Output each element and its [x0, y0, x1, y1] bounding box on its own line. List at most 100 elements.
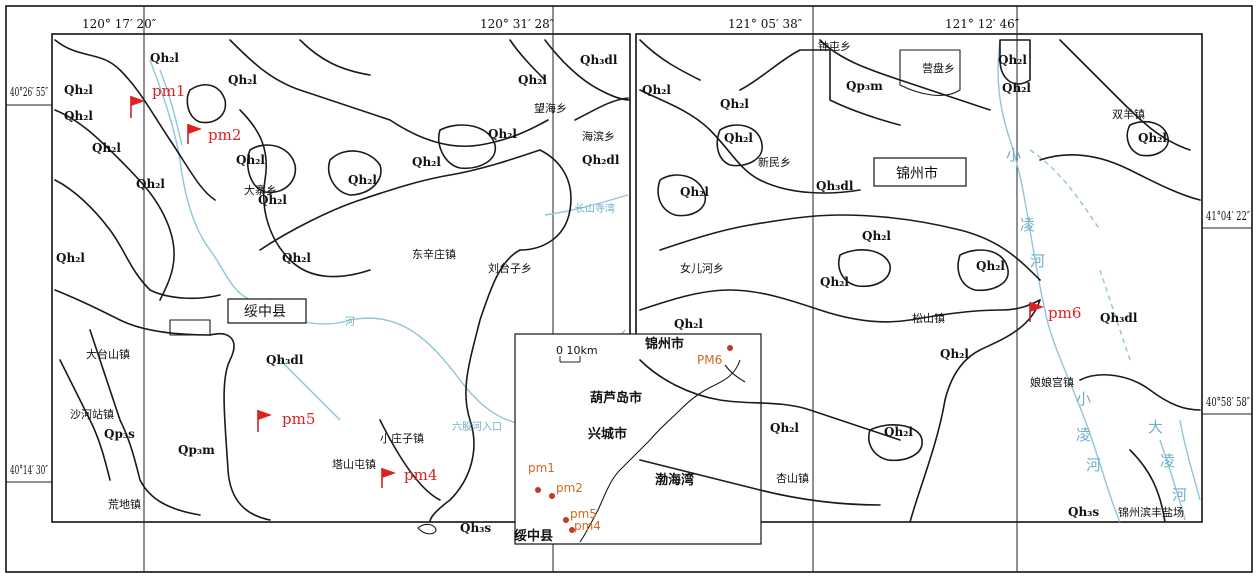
unit-label: Qh₂l [228, 73, 257, 87]
boundary-16 [379, 419, 441, 501]
unit-label: Qh₂l [56, 251, 85, 265]
unit-label: Qh₂l [348, 173, 377, 187]
boundary-r8 [639, 359, 901, 441]
svg-text:pm1: pm1 [152, 82, 185, 100]
river-dash-2 [1099, 269, 1131, 361]
right-panel-frame [635, 33, 1203, 523]
place-label: 沙河站镇 [70, 407, 114, 421]
boundary-10 [259, 149, 541, 251]
place-label: 钟屯乡 [818, 39, 851, 53]
polygon-r8 [899, 49, 961, 96]
place-label: 双羊镇 [1112, 107, 1145, 121]
boundary-r13 [1129, 449, 1166, 523]
place-label: 娘娘宫镇 [1030, 375, 1074, 389]
unit-label: Qh₂l [488, 127, 517, 141]
river-daling-2 [1159, 439, 1186, 521]
river-dash-1 [1029, 149, 1101, 231]
unit-label: Qh₂l [998, 53, 1027, 67]
polygon-1 [328, 150, 382, 196]
place-label: 营盘乡 [922, 61, 955, 75]
unit-label: Qh₂l [1138, 131, 1167, 145]
boundary-r10 [1059, 39, 1191, 151]
boundary-r11 [1039, 154, 1201, 201]
river-upper [159, 69, 183, 146]
polygon-r2 [716, 124, 763, 167]
river-daling [1179, 419, 1201, 501]
unit-label: Qh₃dl [1100, 311, 1138, 325]
unit-label: Qp₃m [178, 443, 215, 457]
boundary-14 [544, 39, 631, 101]
sample-pm1: pm1 [130, 82, 185, 118]
polygon-r5 [1126, 121, 1169, 157]
polygon-r6 [868, 424, 923, 462]
unit-label: Qh₂l [820, 275, 849, 289]
inset-label: 兴城市 [588, 426, 627, 442]
polygon-6 [417, 523, 437, 535]
suizhong-box [227, 298, 307, 324]
boundary-r7 [909, 299, 1041, 523]
inset-label: 绥中县 [514, 528, 553, 544]
inset-coastline [579, 359, 741, 543]
coord-left-2: 40°14′ 30″ [10, 463, 48, 477]
polygon-r1 [657, 174, 706, 217]
unit-label: Qh₂dl [582, 153, 620, 167]
svg-text:pm6: pm6 [1048, 304, 1081, 322]
unit-label: Qh₂l [674, 317, 703, 331]
inset-sample: pm4 [574, 519, 601, 533]
place-label: 长山寺湾 [575, 202, 615, 215]
unit-label: Qh₂l [518, 73, 547, 87]
unit-label: Qh₂l [770, 421, 799, 435]
unit-label: Qh₂l [1002, 81, 1031, 95]
river-char: 河 [1086, 456, 1101, 474]
boundary-r5 [659, 214, 1041, 281]
place-label: 望海乡 [534, 101, 567, 115]
boundary-r9 [639, 459, 881, 506]
suizhong-label: 绥中县 [244, 304, 286, 320]
unit-label: Qh₂l [92, 141, 121, 155]
place-label: 大寨乡 [244, 183, 277, 197]
sample-pm5: pm5 [257, 410, 315, 432]
river-char: 小 [1076, 390, 1091, 408]
inset-dot [535, 487, 541, 493]
coord-top-1: 120° 17′ 20″ [82, 17, 157, 31]
boundary-6 [239, 109, 371, 278]
polygon-5 [169, 319, 211, 336]
polygon-r7 [999, 39, 1031, 85]
river-char: 河 [1030, 252, 1045, 270]
boundary-r2 [639, 39, 701, 81]
polygon-2 [438, 124, 496, 170]
unit-label: Qh₂l [642, 83, 671, 97]
inset-frame [514, 333, 762, 545]
svg-text:pm2: pm2 [208, 126, 241, 144]
place-label: 新民乡 [758, 155, 791, 169]
unit-label: Qh₂l [680, 185, 709, 199]
unit-label: Qh₃dl [816, 179, 854, 193]
unit-label: Qh₂l [412, 155, 441, 169]
unit-label: Qh₂l [884, 425, 913, 439]
coord-left-1: 40°26′ 55″ [10, 85, 48, 99]
inset-label: 渤海湾 [655, 472, 694, 488]
place-label: 六股河入口 [452, 421, 502, 433]
unit-label: Qp₃m [846, 79, 883, 93]
inset-sample: pm2 [556, 481, 583, 495]
place-label: 海滨乡 [582, 129, 615, 143]
unit-label: Qp₃s [104, 427, 135, 441]
unit-label: Qh₂l [282, 251, 311, 265]
unit-label: Qh₂l [976, 259, 1005, 273]
place-label: 刘台子乡 [488, 261, 532, 275]
right-geology [639, 39, 1201, 523]
jinzhou-label: 锦州市 [896, 165, 938, 182]
unit-label: Qh₃s [1068, 505, 1099, 519]
river-char: 凌 [1020, 216, 1035, 234]
river-bay [544, 194, 629, 216]
unit-label: Qh₂l [724, 131, 753, 145]
inset-label: 葫芦岛市 [590, 390, 642, 406]
inset-map: 0 10km 锦州市 葫芦岛市 兴城市 渤海湾 绥中县 pm1 pm2 pm5 … [514, 333, 762, 545]
boundary-1 [54, 39, 216, 201]
unit-label: Qh₂l [236, 153, 265, 167]
river-xiaoling [997, 39, 1121, 523]
boundary-3 [54, 179, 221, 300]
polygon-3 [186, 84, 227, 124]
outer-frame [5, 5, 1253, 573]
